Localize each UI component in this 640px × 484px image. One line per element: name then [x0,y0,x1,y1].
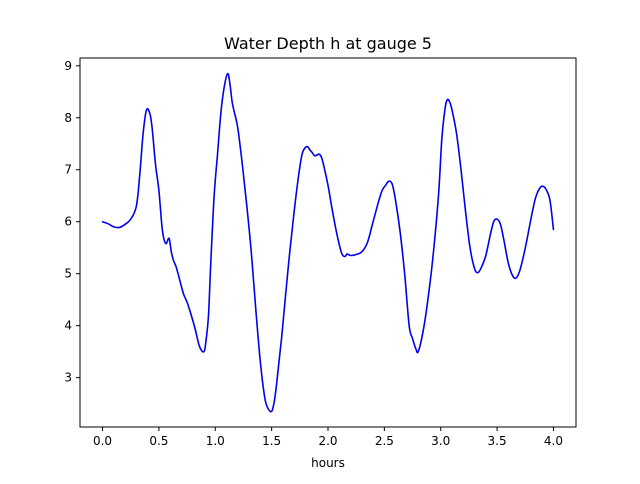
x-tick-label: 4.0 [544,434,563,448]
y-tick-label: 4 [64,319,72,333]
y-tick-label: 8 [64,111,72,125]
x-axis: 0.0 0.5 1.0 1.5 2.0 2.5 3.0 3.5 4.0 [93,427,563,448]
x-tick-label: 3.0 [431,434,450,448]
x-tick-label: 2.0 [318,434,337,448]
x-tick-label: 0.0 [93,434,112,448]
y-tick-label: 6 [64,215,72,229]
y-tick-label: 3 [64,371,72,385]
y-tick-label: 7 [64,163,72,177]
x-tick-label: 2.5 [375,434,394,448]
y-axis: 3 4 5 6 7 8 9 [64,59,80,385]
x-tick-label: 1.0 [206,434,225,448]
y-tick-label: 5 [64,267,72,281]
x-tick-label: 1.5 [262,434,281,448]
y-tick-label: 9 [64,59,72,73]
x-axis-label: hours [311,456,345,470]
series-line [101,72,555,413]
plot-area [101,72,555,413]
x-tick-label: 0.5 [149,434,168,448]
chart-title: Water Depth h at gauge 5 [224,34,432,53]
x-tick-label: 3.5 [488,434,507,448]
